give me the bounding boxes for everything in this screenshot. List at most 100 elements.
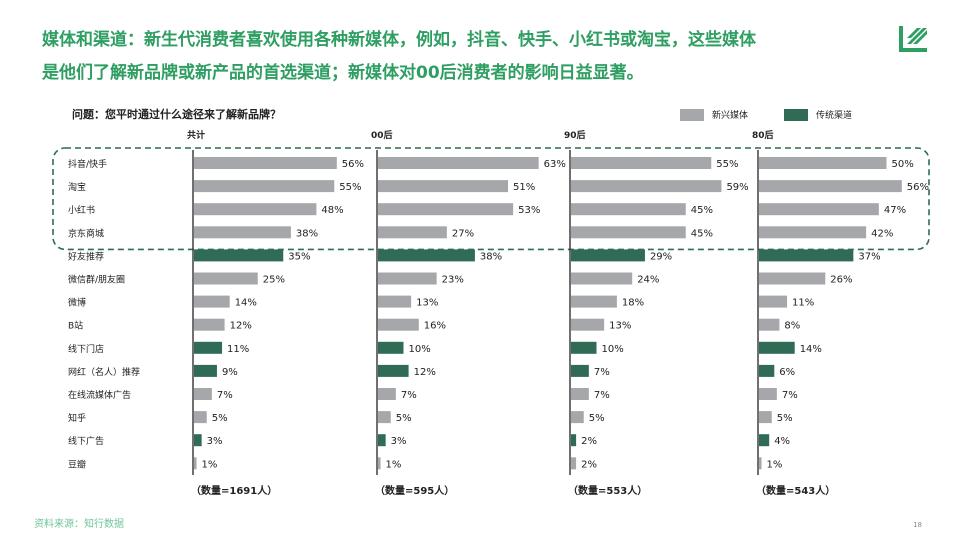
bar-value-label: 4% bbox=[774, 436, 790, 447]
bar-value-label: 55% bbox=[339, 182, 361, 193]
bar-traditional bbox=[571, 249, 645, 262]
category-label: 知乎 bbox=[68, 412, 86, 424]
headline-line-1: 媒体和渠道：新生代消费者喜欢使用各种新媒体，例如，抖音、快手、小红书或淘宝，这些… bbox=[42, 30, 756, 50]
bar-value-label: 38% bbox=[480, 251, 502, 262]
bar-value-label: 3% bbox=[207, 436, 223, 447]
bar-new-media bbox=[378, 388, 396, 400]
bar-new-media bbox=[571, 157, 712, 169]
bar-new-media bbox=[194, 226, 291, 239]
bar-new-media bbox=[759, 203, 879, 216]
bar-value-label: 14% bbox=[800, 344, 822, 355]
bar-value-label: 56% bbox=[342, 159, 364, 170]
source-note: 资料来源：知行数据 bbox=[34, 519, 124, 530]
bar-traditional bbox=[194, 364, 217, 377]
bar-traditional bbox=[378, 364, 409, 377]
bar-new-media bbox=[759, 272, 826, 285]
bar-value-label: 51% bbox=[513, 182, 535, 193]
bar-new-media bbox=[759, 180, 902, 193]
bar-value-label: 7% bbox=[594, 367, 610, 378]
bar-new-media bbox=[378, 157, 539, 169]
bar-new-media bbox=[759, 457, 762, 470]
bar-new-media bbox=[194, 272, 258, 285]
bar-value-label: 18% bbox=[622, 298, 644, 309]
bar-value-label: 3% bbox=[391, 436, 407, 447]
bar-new-media bbox=[759, 157, 887, 169]
bar-value-label: 7% bbox=[401, 390, 417, 401]
bar-traditional bbox=[759, 341, 795, 354]
bar-value-label: 6% bbox=[779, 367, 795, 378]
bar-new-media bbox=[194, 295, 230, 308]
bar-value-label: 47% bbox=[884, 205, 906, 216]
bar-traditional bbox=[378, 341, 404, 354]
category-label: 微信群/朋友圈 bbox=[68, 274, 125, 286]
bar-new-media bbox=[571, 457, 577, 470]
bar-new-media bbox=[378, 295, 412, 308]
category-label: 抖音/快手 bbox=[68, 158, 107, 170]
category-label: 小红书 bbox=[68, 204, 95, 216]
bar-value-label: 12% bbox=[230, 321, 252, 332]
bar-value-label: 16% bbox=[424, 321, 446, 332]
category-label: 淘宝 bbox=[68, 181, 86, 193]
category-label: 京东商城 bbox=[68, 227, 104, 239]
bar-traditional bbox=[759, 364, 775, 377]
bar-value-label: 8% bbox=[784, 321, 800, 332]
bar-value-label: 13% bbox=[609, 321, 631, 332]
bar-value-label: 63% bbox=[544, 159, 566, 170]
bar-new-media bbox=[378, 457, 381, 470]
bar-value-label: 37% bbox=[858, 251, 880, 262]
bar-value-label: 14% bbox=[235, 298, 257, 309]
bar-value-label: 5% bbox=[589, 413, 605, 424]
bar-value-label: 24% bbox=[637, 275, 659, 286]
category-label: 线下门店 bbox=[68, 343, 104, 355]
bar-value-label: 25% bbox=[263, 275, 285, 286]
bar-new-media bbox=[571, 180, 722, 193]
bar-value-label: 10% bbox=[602, 344, 624, 355]
bar-traditional bbox=[194, 434, 202, 447]
bar-value-label: 11% bbox=[792, 298, 814, 309]
bar-new-media bbox=[194, 318, 225, 331]
category-label: B站 bbox=[68, 320, 83, 332]
legend-label-traditional: 传统渠道 bbox=[816, 111, 853, 121]
bar-value-label: 11% bbox=[227, 344, 249, 355]
bar-new-media bbox=[194, 203, 317, 216]
bar-new-media bbox=[571, 226, 686, 239]
panel-title: 共计 bbox=[187, 129, 205, 141]
bar-traditional bbox=[194, 249, 284, 262]
bar-new-media bbox=[571, 318, 605, 331]
category-label: 线下广告 bbox=[68, 435, 104, 447]
category-label: 好友推荐 bbox=[68, 250, 104, 262]
bar-value-label: 9% bbox=[222, 367, 238, 378]
bar-traditional bbox=[759, 249, 854, 262]
bar-value-label: 5% bbox=[777, 413, 793, 424]
bar-new-media bbox=[194, 457, 197, 470]
category-label: 豆瓣 bbox=[68, 459, 86, 470]
legend-swatch-new-media bbox=[680, 108, 704, 121]
bar-new-media bbox=[194, 411, 207, 424]
bar-value-label: 55% bbox=[716, 159, 738, 170]
bar-value-label: 12% bbox=[414, 367, 436, 378]
bar-traditional bbox=[378, 434, 386, 447]
bar-value-label: 53% bbox=[518, 205, 540, 216]
bar-value-label: 1% bbox=[202, 459, 218, 470]
legend-new-media: 新兴媒体 bbox=[680, 108, 748, 122]
bar-traditional bbox=[759, 434, 770, 447]
bar-value-label: 1% bbox=[767, 459, 783, 470]
bar-value-label: 26% bbox=[830, 275, 852, 286]
bar-value-label: 2% bbox=[581, 436, 597, 447]
highlight-box bbox=[52, 147, 930, 251]
bar-traditional bbox=[378, 249, 475, 262]
bar-new-media bbox=[571, 203, 686, 216]
panel-sample-size: （数量=1691人） bbox=[191, 484, 277, 497]
bar-new-media bbox=[378, 180, 509, 193]
bar-value-label: 42% bbox=[871, 228, 893, 239]
bar-new-media bbox=[759, 388, 777, 400]
bar-value-label: 48% bbox=[321, 205, 343, 216]
bar-new-media bbox=[759, 411, 772, 424]
bar-new-media bbox=[571, 411, 584, 424]
legend-traditional: 传统渠道 bbox=[784, 108, 852, 122]
bar-value-label: 5% bbox=[212, 413, 228, 424]
bar-value-label: 10% bbox=[409, 344, 431, 355]
bar-new-media bbox=[194, 180, 335, 193]
panel-sample-size: （数量=543人） bbox=[756, 484, 835, 497]
